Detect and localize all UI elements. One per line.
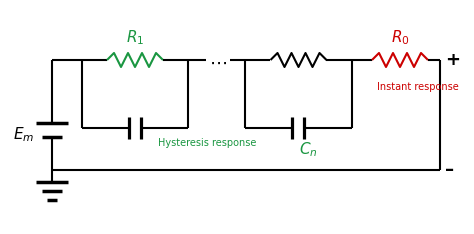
- Text: $R_1$: $R_1$: [126, 29, 144, 47]
- Text: –: –: [445, 161, 454, 179]
- Text: +: +: [445, 51, 460, 69]
- Text: $R_0$: $R_0$: [391, 29, 410, 47]
- Text: $C_n$: $C_n$: [299, 141, 318, 159]
- Text: Instant response: Instant response: [377, 82, 459, 92]
- Text: Hysteresis response: Hysteresis response: [158, 138, 256, 148]
- Text: $E_m$: $E_m$: [13, 126, 34, 144]
- Text: $\cdots$: $\cdots$: [209, 54, 227, 72]
